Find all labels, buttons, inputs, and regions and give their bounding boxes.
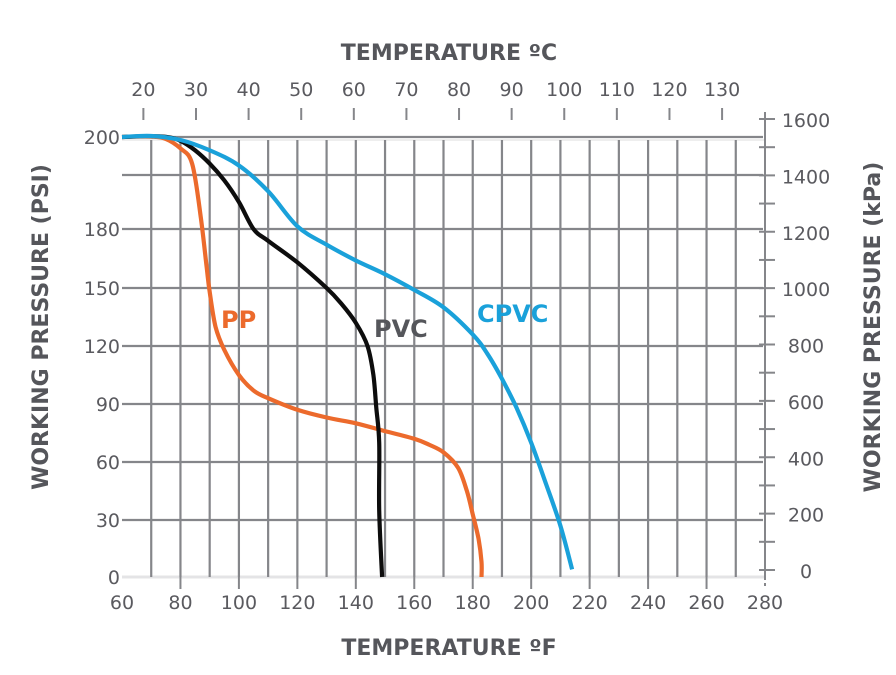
y2-tick-label: 600 xyxy=(788,392,824,414)
x2-tick-label: 100 xyxy=(546,79,582,101)
y2-tick-label: 0 xyxy=(800,561,812,583)
x2-tick-label: 40 xyxy=(237,79,261,101)
x2-tick-label: 110 xyxy=(599,79,635,101)
x-tick-label: 120 xyxy=(279,592,315,614)
y2-tick-label: 1000 xyxy=(782,279,830,301)
y-tick-label: 200 xyxy=(84,127,120,149)
x-tick-label: 220 xyxy=(572,592,608,614)
y-tick-label: 180 xyxy=(84,219,120,241)
grid xyxy=(122,135,765,579)
right-axis-title: WORKING PRESSURE (kPa) xyxy=(861,162,886,493)
series-line-cpvc xyxy=(121,133,575,570)
x-tick-label: 240 xyxy=(630,592,666,614)
pp-series-label: PP xyxy=(221,306,256,334)
x-tick-label: 200 xyxy=(513,592,549,614)
x-tick-label: 160 xyxy=(396,592,432,614)
y-tick-label: 150 xyxy=(84,278,120,300)
left-axis-title: WORKING PRESSURE (PSI) xyxy=(29,164,54,490)
pvc-series-label: PVC xyxy=(374,315,428,343)
x-tick-label: 80 xyxy=(168,592,192,614)
y2-tick-label: 1400 xyxy=(782,166,830,188)
y2-tick-label: 1600 xyxy=(782,110,830,132)
x-tick-label: 260 xyxy=(688,592,724,614)
axes: 60 80 100 120 140 160 180 200 220 240 260 280 20 30 40… xyxy=(84,79,830,614)
top-axis-title: TEMPERATURE ºC xyxy=(341,41,557,66)
y-tick-label: 30 xyxy=(96,510,120,532)
cpvc-series-label: CPVC xyxy=(477,300,548,328)
x2-tick-label: 120 xyxy=(651,79,687,101)
x2-tick-label: 60 xyxy=(342,79,366,101)
x-tick-label: 100 xyxy=(221,592,257,614)
y2-tick-label: 400 xyxy=(788,448,824,470)
x2-tick-label: 130 xyxy=(704,79,740,101)
y2-tick-label: 1200 xyxy=(782,223,830,245)
x2-tick-label: 90 xyxy=(500,79,524,101)
x-tick-label: 140 xyxy=(338,592,374,614)
x-tick-label: 60 xyxy=(110,592,134,614)
series xyxy=(121,133,575,578)
y-tick-label: 120 xyxy=(84,336,120,358)
y-tick-label: 90 xyxy=(96,394,120,416)
bottom-axis-title: TEMPERATURE ºF xyxy=(341,636,556,661)
x2-tick-label: 50 xyxy=(289,79,313,101)
y2-tick-label: 800 xyxy=(788,336,824,358)
x2-tick-label: 80 xyxy=(447,79,471,101)
y-tick-label: 60 xyxy=(96,452,120,474)
x-tick-label: 180 xyxy=(455,592,491,614)
y-tick-label: 0 xyxy=(108,567,120,589)
x2-tick-label: 30 xyxy=(184,79,208,101)
series-line-pp xyxy=(121,134,484,578)
x-tick-label: 280 xyxy=(747,592,783,614)
x2-tick-label: 70 xyxy=(394,79,418,101)
y2-tick-label: 200 xyxy=(788,505,824,527)
x2-tick-label: 20 xyxy=(131,79,155,101)
